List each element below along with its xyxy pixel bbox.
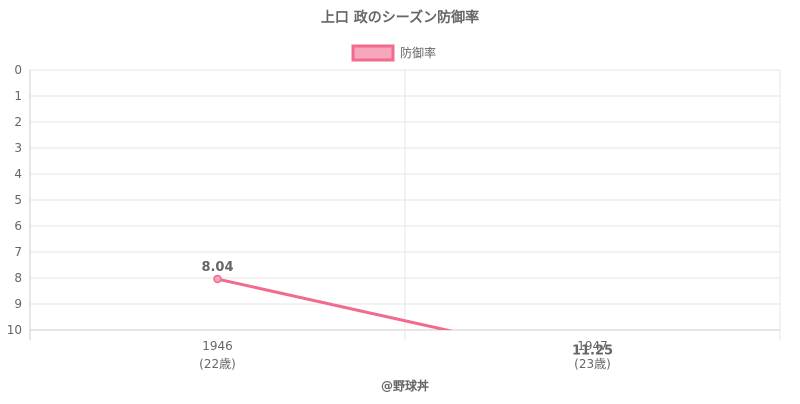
data-label: 11.25 — [572, 344, 613, 359]
y-axis: 0 1 2 3 4 5 6 7 8 9 10 — [7, 63, 22, 337]
y-tick-label: 2 — [14, 115, 22, 129]
series-line — [217, 277, 454, 330]
x-tick-sublabel: (22歳) — [199, 357, 236, 371]
y-tick-label: 5 — [14, 193, 22, 207]
series-era — [213, 274, 454, 330]
data-labels: 8.04 11.25 — [201, 260, 613, 358]
legend-swatch[interactable] — [351, 44, 395, 62]
y-tick-label: 10 — [7, 323, 22, 337]
x-tick-sublabel: (23歳) — [574, 357, 611, 371]
chart-title: 上口 政のシーズン防御率 — [321, 9, 479, 26]
data-point[interactable] — [213, 274, 222, 284]
x-axis: 1946 (22歳) 1947 (23歳) — [199, 339, 611, 371]
grid — [29, 69, 781, 340]
legend-label[interactable]: 防御率 — [400, 45, 436, 60]
y-tick-label: 3 — [14, 141, 22, 155]
data-label: 8.04 — [201, 260, 233, 275]
y-tick-label: 7 — [14, 245, 22, 259]
y-tick-label: 6 — [14, 219, 22, 233]
y-tick-label: 0 — [14, 63, 22, 77]
y-tick-label: 1 — [14, 89, 22, 103]
x-tick-label: 1947 — [577, 339, 608, 353]
y-tick-label: 8 — [14, 271, 22, 285]
credit-text: @野球丼 — [381, 378, 429, 393]
x-tick-label: 1946 — [202, 339, 233, 353]
y-tick-label: 4 — [14, 167, 22, 181]
y-tick-label: 9 — [14, 297, 22, 311]
